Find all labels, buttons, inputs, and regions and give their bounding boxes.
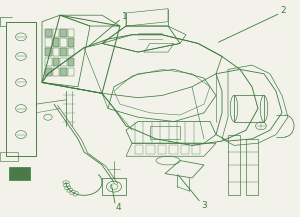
Bar	[52, 58, 59, 66]
Bar	[60, 68, 67, 76]
Text: 3: 3	[201, 201, 207, 210]
Text: 2: 2	[281, 6, 286, 15]
Bar	[68, 38, 74, 47]
Bar	[60, 48, 67, 56]
Bar	[60, 29, 67, 37]
Bar	[52, 58, 59, 66]
Bar	[60, 29, 67, 37]
Bar	[68, 58, 74, 66]
Bar	[68, 68, 74, 76]
Bar	[60, 68, 67, 76]
Bar	[45, 68, 52, 76]
Bar	[45, 58, 52, 66]
Bar	[52, 48, 59, 56]
Bar	[60, 58, 67, 66]
Bar	[135, 145, 143, 154]
Bar	[52, 38, 59, 47]
Bar	[68, 29, 74, 37]
Bar	[52, 38, 59, 47]
Bar	[60, 48, 67, 56]
Bar	[146, 145, 155, 154]
Bar	[68, 58, 74, 66]
Bar	[68, 48, 74, 56]
Bar	[68, 38, 74, 47]
Polygon shape	[9, 167, 30, 180]
Bar	[52, 29, 59, 37]
Text: 1: 1	[122, 12, 128, 21]
Bar	[45, 29, 52, 37]
Bar	[181, 145, 189, 154]
Bar	[45, 68, 52, 76]
Bar	[158, 145, 166, 154]
Bar	[45, 29, 52, 37]
Text: 4: 4	[116, 203, 121, 212]
Bar	[45, 38, 52, 47]
Bar	[52, 68, 59, 76]
Bar	[192, 145, 200, 154]
Bar	[60, 38, 67, 47]
Bar	[169, 145, 178, 154]
Bar	[45, 48, 52, 56]
Bar	[45, 48, 52, 56]
